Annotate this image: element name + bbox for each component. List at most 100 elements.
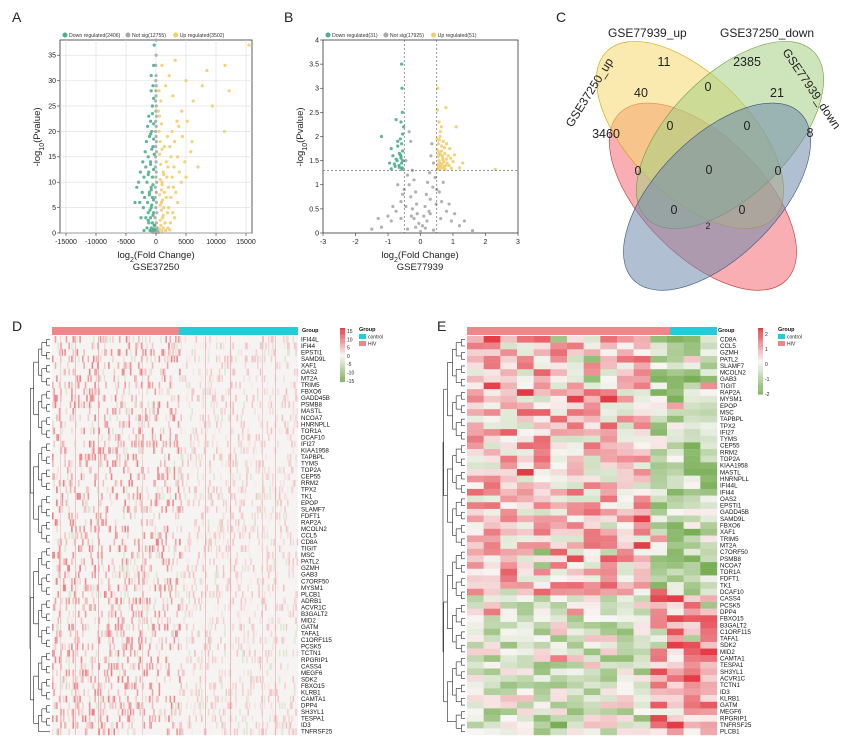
heatmap-cell — [617, 528, 634, 536]
heatmap-cell — [191, 349, 193, 356]
heatmap-cell — [195, 427, 198, 435]
heatmap-cell — [149, 368, 151, 376]
heatmap-cell — [61, 421, 64, 428]
heatmap-cell — [69, 486, 72, 494]
heatmap-cell — [120, 630, 122, 638]
group-bar-hiv-d — [52, 327, 179, 335]
heatmap-cell — [467, 475, 484, 483]
heatmap-cell — [159, 336, 162, 343]
heatmap-cell — [158, 381, 161, 389]
heatmap-cell — [284, 682, 286, 690]
heatmap-cell — [112, 721, 114, 729]
heatmap-cell — [188, 532, 191, 539]
heatmap-cell — [235, 355, 237, 363]
data-point — [418, 229, 423, 234]
heatmap-cell — [617, 502, 634, 510]
heatmap-cell — [135, 695, 137, 703]
heatmap-cell — [533, 482, 551, 490]
heatmap-cell — [132, 427, 135, 435]
heatmap-cell — [179, 689, 181, 696]
heatmap-cell — [567, 336, 584, 343]
heatmap-cell — [168, 558, 170, 566]
heatmap-cell — [285, 453, 288, 461]
heatmap-cell — [467, 621, 484, 629]
gene-label: CEP55 — [301, 474, 321, 481]
color-bar-segment — [758, 386, 763, 388]
heatmap-cell — [550, 402, 568, 410]
heatmap-cell — [177, 591, 180, 598]
heatmap-cell — [700, 548, 718, 556]
heatmap-cell — [617, 588, 634, 596]
heatmap-cell — [56, 636, 58, 644]
heatmap-cell — [550, 382, 568, 390]
color-bar-segment — [758, 333, 763, 335]
heatmap-cell — [583, 336, 601, 343]
heatmap-cell — [99, 355, 102, 363]
data-point — [457, 224, 462, 228]
heatmap-cell — [147, 381, 150, 389]
heatmap-cell — [52, 355, 54, 363]
heatmap-cell — [102, 728, 105, 736]
heatmap-cell — [257, 676, 259, 683]
heatmap-cell — [116, 492, 118, 500]
heatmap-cell — [243, 362, 245, 369]
color-bar-segment — [340, 380, 345, 382]
color-bar-segment — [758, 366, 763, 367]
heatmap-cell — [467, 375, 484, 383]
heatmap-cell — [200, 656, 203, 664]
data-point — [379, 225, 384, 229]
heatmap-cell — [533, 708, 551, 716]
color-bar-segment — [340, 330, 345, 332]
heatmap-cell — [121, 643, 124, 651]
color-bar-segment — [340, 374, 345, 376]
gene-label: TOP2A — [301, 467, 322, 474]
x-tick-label: 0 — [419, 239, 423, 246]
heatmap-cell — [177, 702, 180, 710]
heatmap-cell — [467, 455, 484, 463]
heatmap-cell — [110, 721, 113, 729]
heatmap-cell — [185, 394, 188, 402]
data-point — [144, 216, 148, 220]
heatmap-cell — [667, 515, 684, 523]
data-point — [167, 206, 171, 210]
heatmap-cell — [191, 466, 193, 474]
heatmap-cell — [131, 604, 133, 611]
heatmap-cell — [683, 548, 701, 556]
heatmap-cell — [214, 578, 217, 585]
heatmap-cell — [62, 715, 65, 723]
heatmap-cell — [289, 610, 292, 618]
heatmap-cell — [102, 336, 105, 343]
color-bar-segment — [340, 345, 345, 347]
heatmap-cell — [280, 401, 282, 409]
heatmap-cell — [102, 564, 105, 572]
heatmap-cell — [76, 682, 79, 690]
heatmap-cell — [125, 564, 128, 572]
data-point — [461, 161, 465, 165]
color-bar-segment — [340, 357, 345, 359]
heatmap-cell — [246, 368, 248, 376]
heatmap-cell — [282, 375, 285, 382]
color-bar-segment — [340, 351, 345, 353]
data-point — [146, 211, 150, 215]
heatmap-cell — [700, 675, 718, 682]
color-bar-segment — [340, 366, 345, 368]
heatmap-cell — [248, 689, 251, 696]
heatmap-cell — [270, 355, 273, 363]
gene-label: CEP55 — [720, 443, 740, 450]
data-point — [423, 226, 427, 230]
heatmap-cell — [216, 604, 218, 611]
heatmap-cell — [683, 588, 701, 596]
heatmap-cell — [65, 388, 68, 396]
heatmap-cell — [683, 488, 701, 496]
data-point — [400, 167, 404, 171]
heatmap-cell — [120, 479, 122, 487]
heatmap-cell — [567, 681, 584, 689]
color-bar-segment — [340, 356, 345, 358]
heatmap-cell — [71, 394, 73, 402]
heatmap-cell — [295, 597, 297, 605]
heatmap-cell — [123, 643, 125, 651]
heatmap-cell — [71, 689, 73, 696]
heatmap-cell — [87, 506, 90, 513]
